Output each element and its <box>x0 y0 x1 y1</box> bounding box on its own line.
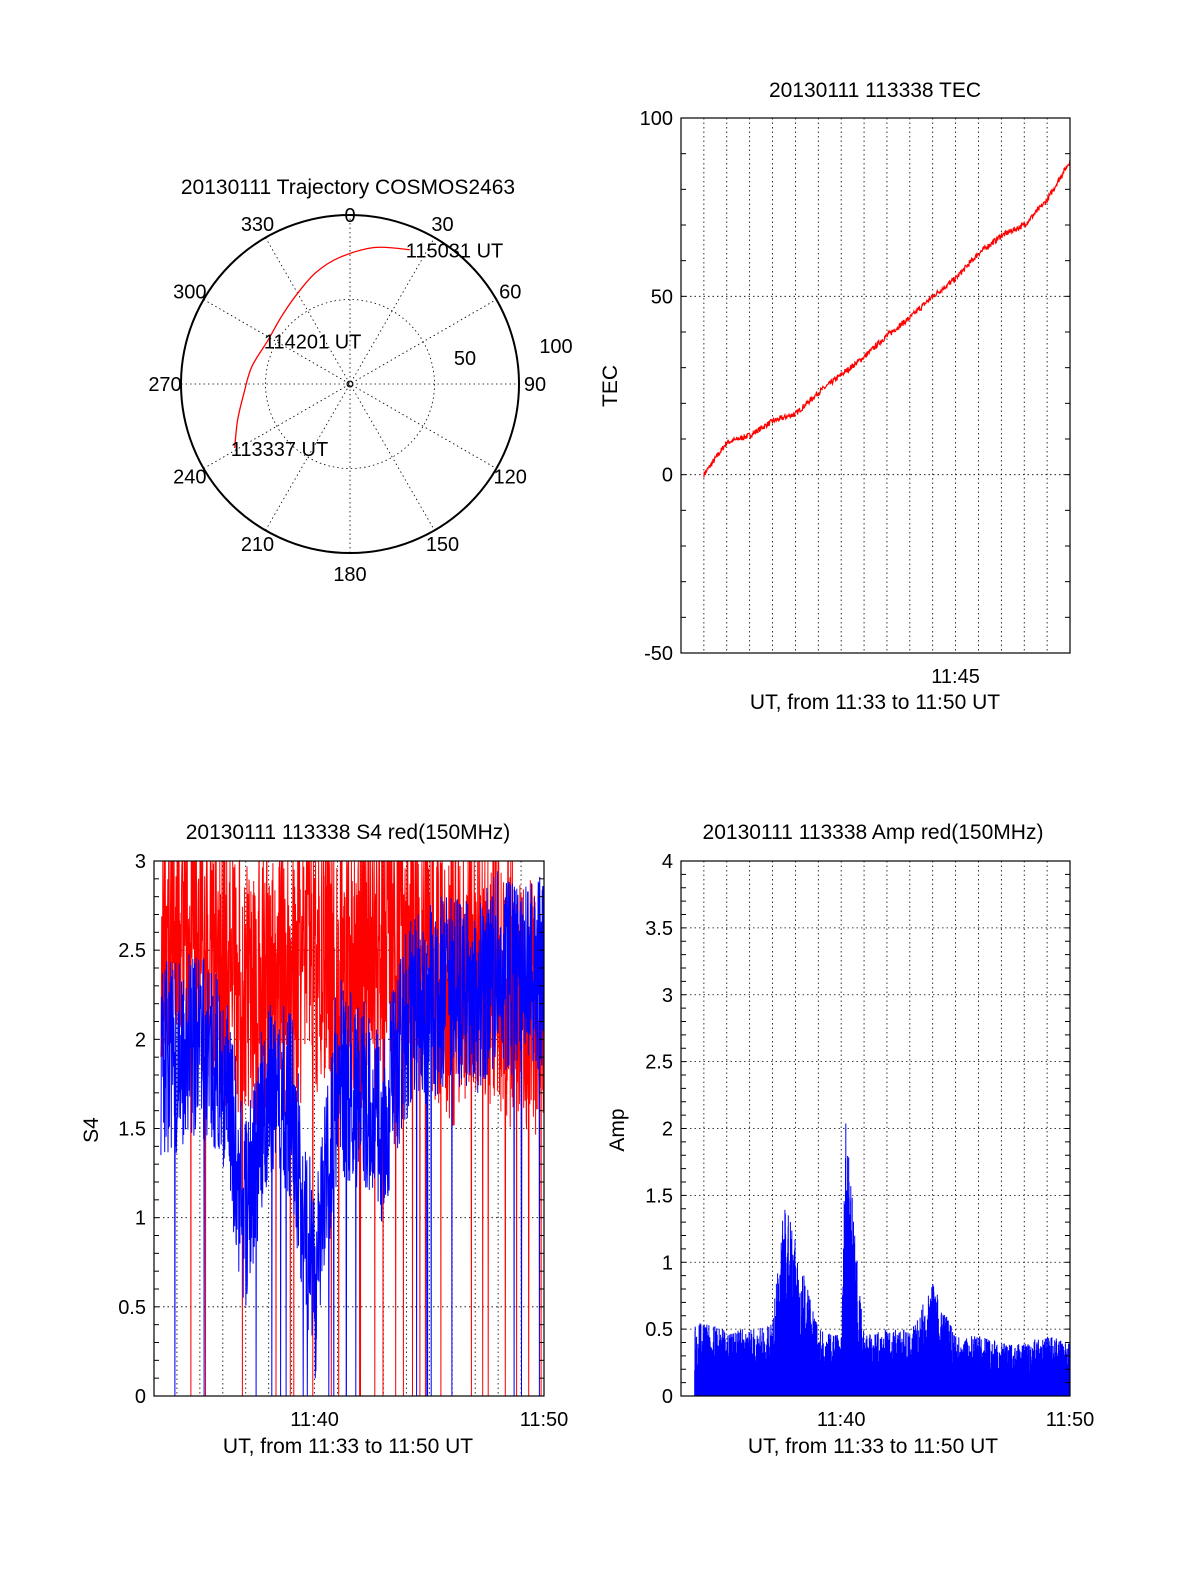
s4-ylabel: S4 <box>80 1117 103 1143</box>
y-tick-label: 1.5 <box>645 1185 673 1207</box>
amp-tick-labels: 0 0.5 1 1.5 2 2.5 3 3.5 4 11:40 11:50 <box>645 851 1094 1431</box>
y-tick-label: 1.5 <box>118 1119 146 1141</box>
x-tick-label: 11:50 <box>1046 1409 1095 1431</box>
trajectory-panel: 20130111 Trajectory COSMOS2463 0 30 60 90 12… <box>148 176 572 586</box>
amp-series <box>694 1123 1071 1396</box>
y-tick-label: 2.5 <box>645 1052 673 1074</box>
tec-series <box>703 160 1071 478</box>
s4-panel: 20130111 113338 S4 red(150MHz) 0 0.5 1 1.5 2… <box>80 821 568 1458</box>
amp-panel: 20130111 113338 Amp red(150MHz) 0 0.5 1 1.5… <box>606 821 1094 1458</box>
s4-xlabel: UT, from 11:33 to 11:50 UT <box>223 1435 473 1458</box>
y-tick-label: 0 <box>662 1386 673 1408</box>
amp-line <box>694 1123 1071 1396</box>
azimuth-label: 60 <box>499 282 521 304</box>
s4-title: 20130111 113338 S4 red(150MHz) <box>186 821 511 844</box>
y-tick-label: 0.5 <box>118 1297 146 1319</box>
azimuth-label: 30 <box>431 214 453 236</box>
tec-line <box>703 160 1071 478</box>
tec-tick-labels: -50 0 50 100 11:45 <box>640 108 1070 688</box>
y-tick-label: 2 <box>662 1119 673 1141</box>
trajectory-time-label: 114201 UT <box>264 331 361 353</box>
x-tick-label: 11:40 <box>817 1409 866 1431</box>
y-tick-label: 100 <box>640 108 673 130</box>
azimuth-label: 0 <box>344 205 355 227</box>
ring-label: 50 <box>454 348 476 370</box>
y-tick-label: 4 <box>662 851 673 873</box>
polar-ring-labels: 50 100 <box>454 336 573 370</box>
x-tick-label: 11:50 <box>520 1409 569 1431</box>
azimuth-label: 330 <box>241 214 274 236</box>
trajectory-title: 20130111 Trajectory COSMOS2463 <box>181 176 515 199</box>
azimuth-label: 120 <box>494 467 527 489</box>
polar-grid <box>181 215 519 553</box>
y-tick-label: 50 <box>651 286 673 308</box>
y-tick-label: 2 <box>135 1029 146 1051</box>
azimuth-label: 90 <box>524 374 546 396</box>
y-tick-label: 3 <box>662 985 673 1007</box>
trajectory-series <box>234 246 410 448</box>
azimuth-label: 300 <box>173 282 206 304</box>
y-tick-label: 1 <box>135 1208 146 1230</box>
tec-grid <box>681 118 1070 653</box>
trajectory-time-label: 113337 UT <box>231 439 328 461</box>
tec-panel: 20130111 113338 TEC -50 0 50 100 11:45 UT, f… <box>599 79 1071 714</box>
azimuth-label: 270 <box>148 374 181 396</box>
x-tick-label: 11:45 <box>931 666 980 688</box>
ring-label: 100 <box>539 336 572 358</box>
amp-xlabel: UT, from 11:33 to 11:50 UT <box>748 1435 998 1458</box>
trajectory-line <box>234 246 410 448</box>
x-tick-label: 11:40 <box>290 1409 339 1431</box>
y-tick-label: 2.5 <box>118 940 146 962</box>
tec-title: 20130111 113338 TEC <box>769 79 981 102</box>
s4-series <box>160 859 545 1397</box>
tec-ylabel: TEC <box>599 365 622 407</box>
trajectory-annotations: 115031 UT 114201 UT 113337 UT <box>231 241 504 461</box>
y-tick-label: 0 <box>135 1386 146 1408</box>
tec-xlabel: UT, from 11:33 to 11:50 UT <box>750 691 1000 714</box>
azimuth-label: 150 <box>426 534 459 556</box>
s4-blue-line <box>160 871 545 1397</box>
y-tick-label: 0 <box>662 465 673 487</box>
polar-azimuth-labels: 0 30 60 90 120 150 180 210 240 270 300 330 <box>148 205 546 586</box>
y-tick-label: 1 <box>662 1252 673 1274</box>
azimuth-label: 210 <box>241 534 274 556</box>
azimuth-label: 180 <box>333 564 366 586</box>
polar-center <box>346 380 354 388</box>
amp-ylabel: Amp <box>606 1108 629 1151</box>
tec-frame <box>680 117 1071 654</box>
azimuth-label: 240 <box>173 467 206 489</box>
y-tick-label: 3.5 <box>645 918 673 940</box>
y-tick-label: -50 <box>644 643 673 665</box>
s4-tick-labels: 0 0.5 1 1.5 2 2.5 3 11:40 11:50 <box>118 851 568 1431</box>
y-tick-label: 0.5 <box>645 1319 673 1341</box>
trajectory-time-label: 115031 UT <box>406 241 503 263</box>
polar-frame <box>180 214 520 554</box>
y-tick-label: 3 <box>135 851 146 873</box>
amp-grid <box>681 861 1070 1396</box>
amp-title: 20130111 113338 Amp red(150MHz) <box>703 821 1044 844</box>
